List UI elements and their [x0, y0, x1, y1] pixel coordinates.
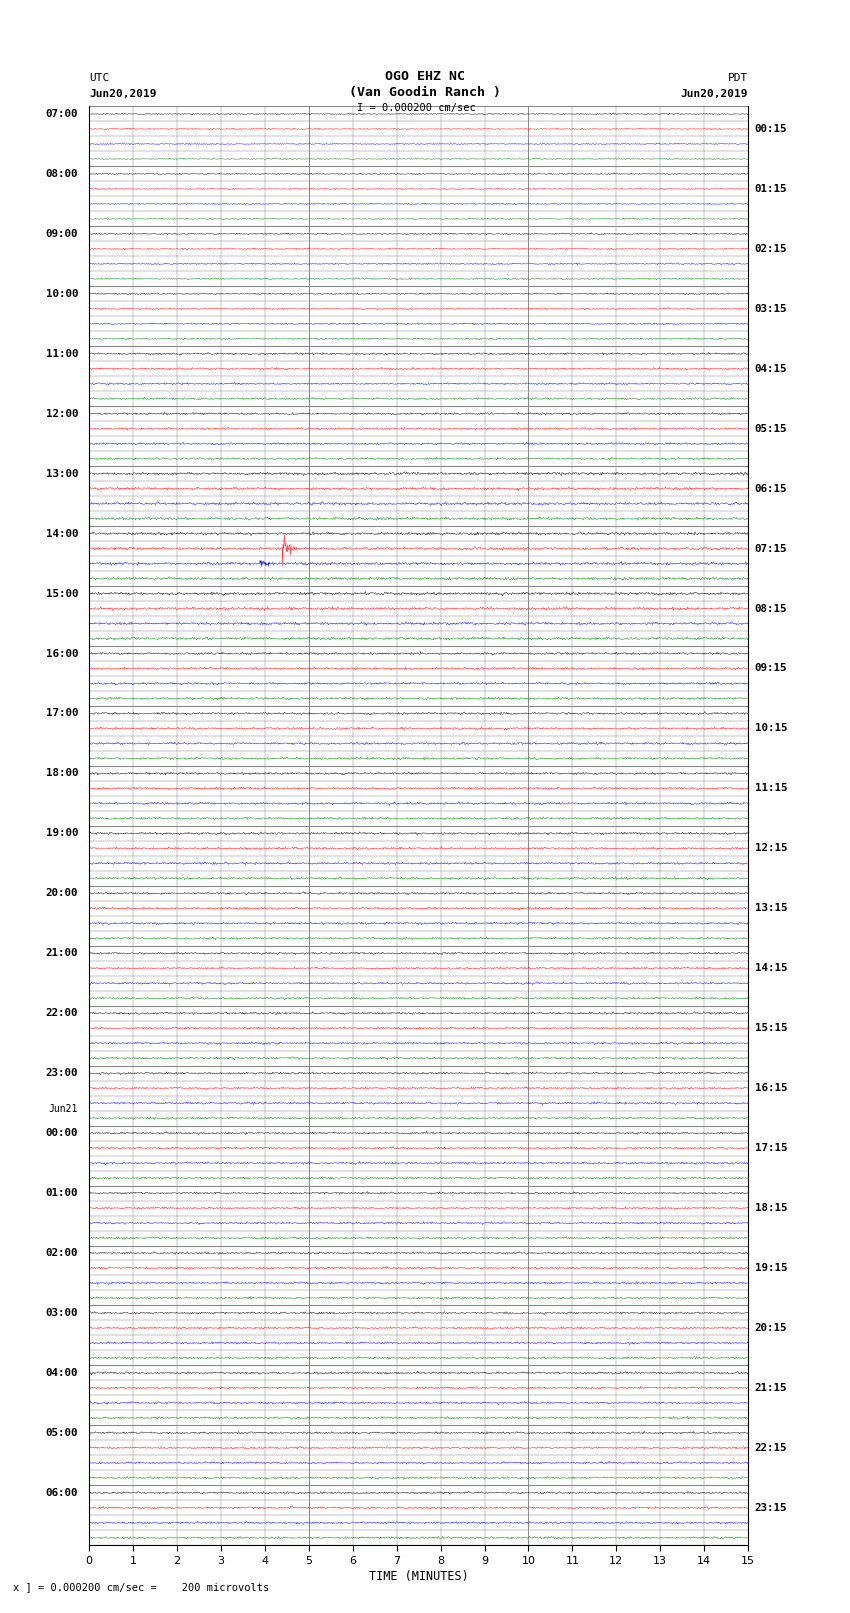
Text: 22:15: 22:15 [755, 1444, 787, 1453]
Text: 12:15: 12:15 [755, 844, 787, 853]
Text: 11:00: 11:00 [46, 348, 78, 358]
Text: 20:00: 20:00 [46, 889, 78, 898]
Text: 22:00: 22:00 [46, 1008, 78, 1018]
Text: 10:15: 10:15 [755, 724, 787, 734]
X-axis label: TIME (MINUTES): TIME (MINUTES) [369, 1569, 468, 1582]
Text: 11:15: 11:15 [755, 784, 787, 794]
Text: 04:00: 04:00 [46, 1368, 78, 1378]
Text: 03:15: 03:15 [755, 303, 787, 315]
Text: I = 0.000200 cm/sec: I = 0.000200 cm/sec [357, 103, 476, 113]
Text: 06:00: 06:00 [46, 1487, 78, 1498]
Text: UTC: UTC [89, 73, 110, 84]
Text: 21:00: 21:00 [46, 948, 78, 958]
Text: 15:00: 15:00 [46, 589, 78, 598]
Text: 09:15: 09:15 [755, 663, 787, 674]
Text: Jun21: Jun21 [49, 1105, 78, 1115]
Text: 17:15: 17:15 [755, 1144, 787, 1153]
Text: 09:00: 09:00 [46, 229, 78, 239]
Text: 05:15: 05:15 [755, 424, 787, 434]
Text: 23:15: 23:15 [755, 1503, 787, 1513]
Text: 01:00: 01:00 [46, 1189, 78, 1198]
Text: (Van Goodin Ranch ): (Van Goodin Ranch ) [349, 85, 501, 100]
Text: 00:00: 00:00 [46, 1127, 78, 1139]
Text: 01:15: 01:15 [755, 184, 787, 194]
Text: 02:15: 02:15 [755, 244, 787, 253]
Text: 18:15: 18:15 [755, 1203, 787, 1213]
Text: OGO EHZ NC: OGO EHZ NC [385, 69, 465, 84]
Text: 17:00: 17:00 [46, 708, 78, 718]
Text: 19:00: 19:00 [46, 829, 78, 839]
Text: 08:15: 08:15 [755, 603, 787, 613]
Text: 12:00: 12:00 [46, 408, 78, 419]
Text: 20:15: 20:15 [755, 1323, 787, 1332]
Text: 21:15: 21:15 [755, 1382, 787, 1394]
Text: 23:00: 23:00 [46, 1068, 78, 1077]
Text: 06:15: 06:15 [755, 484, 787, 494]
Text: 02:00: 02:00 [46, 1248, 78, 1258]
Text: 16:15: 16:15 [755, 1084, 787, 1094]
Text: 13:15: 13:15 [755, 903, 787, 913]
Text: 05:00: 05:00 [46, 1428, 78, 1437]
Text: 16:00: 16:00 [46, 648, 78, 658]
Text: 13:00: 13:00 [46, 469, 78, 479]
Text: 15:15: 15:15 [755, 1023, 787, 1034]
Text: 14:00: 14:00 [46, 529, 78, 539]
Text: Jun20,2019: Jun20,2019 [89, 89, 156, 100]
Text: 00:15: 00:15 [755, 124, 787, 134]
Text: 04:15: 04:15 [755, 365, 787, 374]
Text: 07:00: 07:00 [46, 110, 78, 119]
Text: 14:15: 14:15 [755, 963, 787, 973]
Text: x ] = 0.000200 cm/sec =    200 microvolts: x ] = 0.000200 cm/sec = 200 microvolts [13, 1582, 269, 1592]
Text: 03:00: 03:00 [46, 1308, 78, 1318]
Text: 10:00: 10:00 [46, 289, 78, 298]
Text: 19:15: 19:15 [755, 1263, 787, 1273]
Text: PDT: PDT [728, 73, 748, 84]
Text: 08:00: 08:00 [46, 169, 78, 179]
Text: 18:00: 18:00 [46, 768, 78, 779]
Text: 07:15: 07:15 [755, 544, 787, 553]
Text: Jun20,2019: Jun20,2019 [681, 89, 748, 100]
